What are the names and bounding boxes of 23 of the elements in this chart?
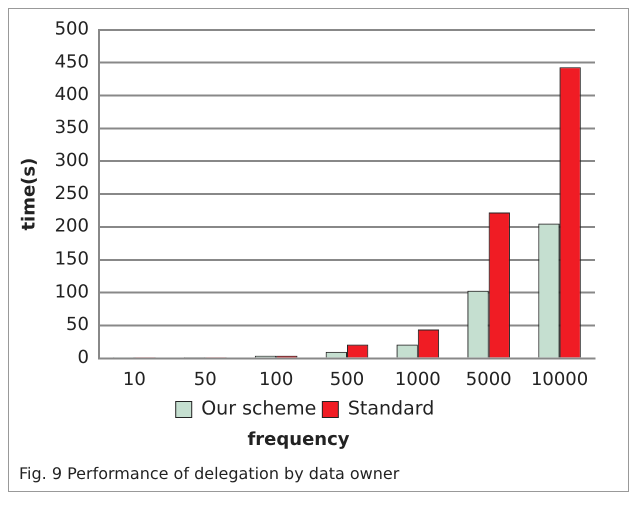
x-tick-label: 50 bbox=[194, 368, 217, 390]
x-tick-label: 500 bbox=[330, 368, 364, 390]
x-axis-title: frequency bbox=[246, 429, 351, 450]
legend-label: Our scheme bbox=[201, 397, 316, 420]
x-tick-label: 1000 bbox=[394, 368, 441, 390]
y-tick-label: 300 bbox=[54, 150, 89, 171]
x-tick-label: 5000 bbox=[466, 368, 512, 390]
x-tick-label: 100 bbox=[258, 368, 294, 390]
x-tick-label: 10 bbox=[122, 368, 146, 390]
caption: Fig. 9 Performance of delegation by data owner bbox=[18, 463, 400, 485]
y-tick-label: 250 bbox=[54, 182, 89, 204]
y-tick-label: 150 bbox=[54, 248, 89, 270]
y-tick-label: 200 bbox=[54, 216, 89, 237]
y-tick-label: 350 bbox=[54, 117, 89, 138]
x-tick-label: 10000 bbox=[530, 368, 588, 390]
legend-label: Standard bbox=[348, 397, 434, 420]
y-tick-label: 450 bbox=[54, 51, 89, 72]
y-tick-label: 400 bbox=[54, 84, 89, 106]
y-tick-label: 50 bbox=[66, 314, 89, 336]
y-tick-label: 500 bbox=[54, 18, 89, 40]
y-tick-label: 0 bbox=[78, 347, 89, 368]
y-tick-label: 100 bbox=[54, 281, 89, 302]
y-axis-title: time(s) bbox=[18, 158, 40, 231]
